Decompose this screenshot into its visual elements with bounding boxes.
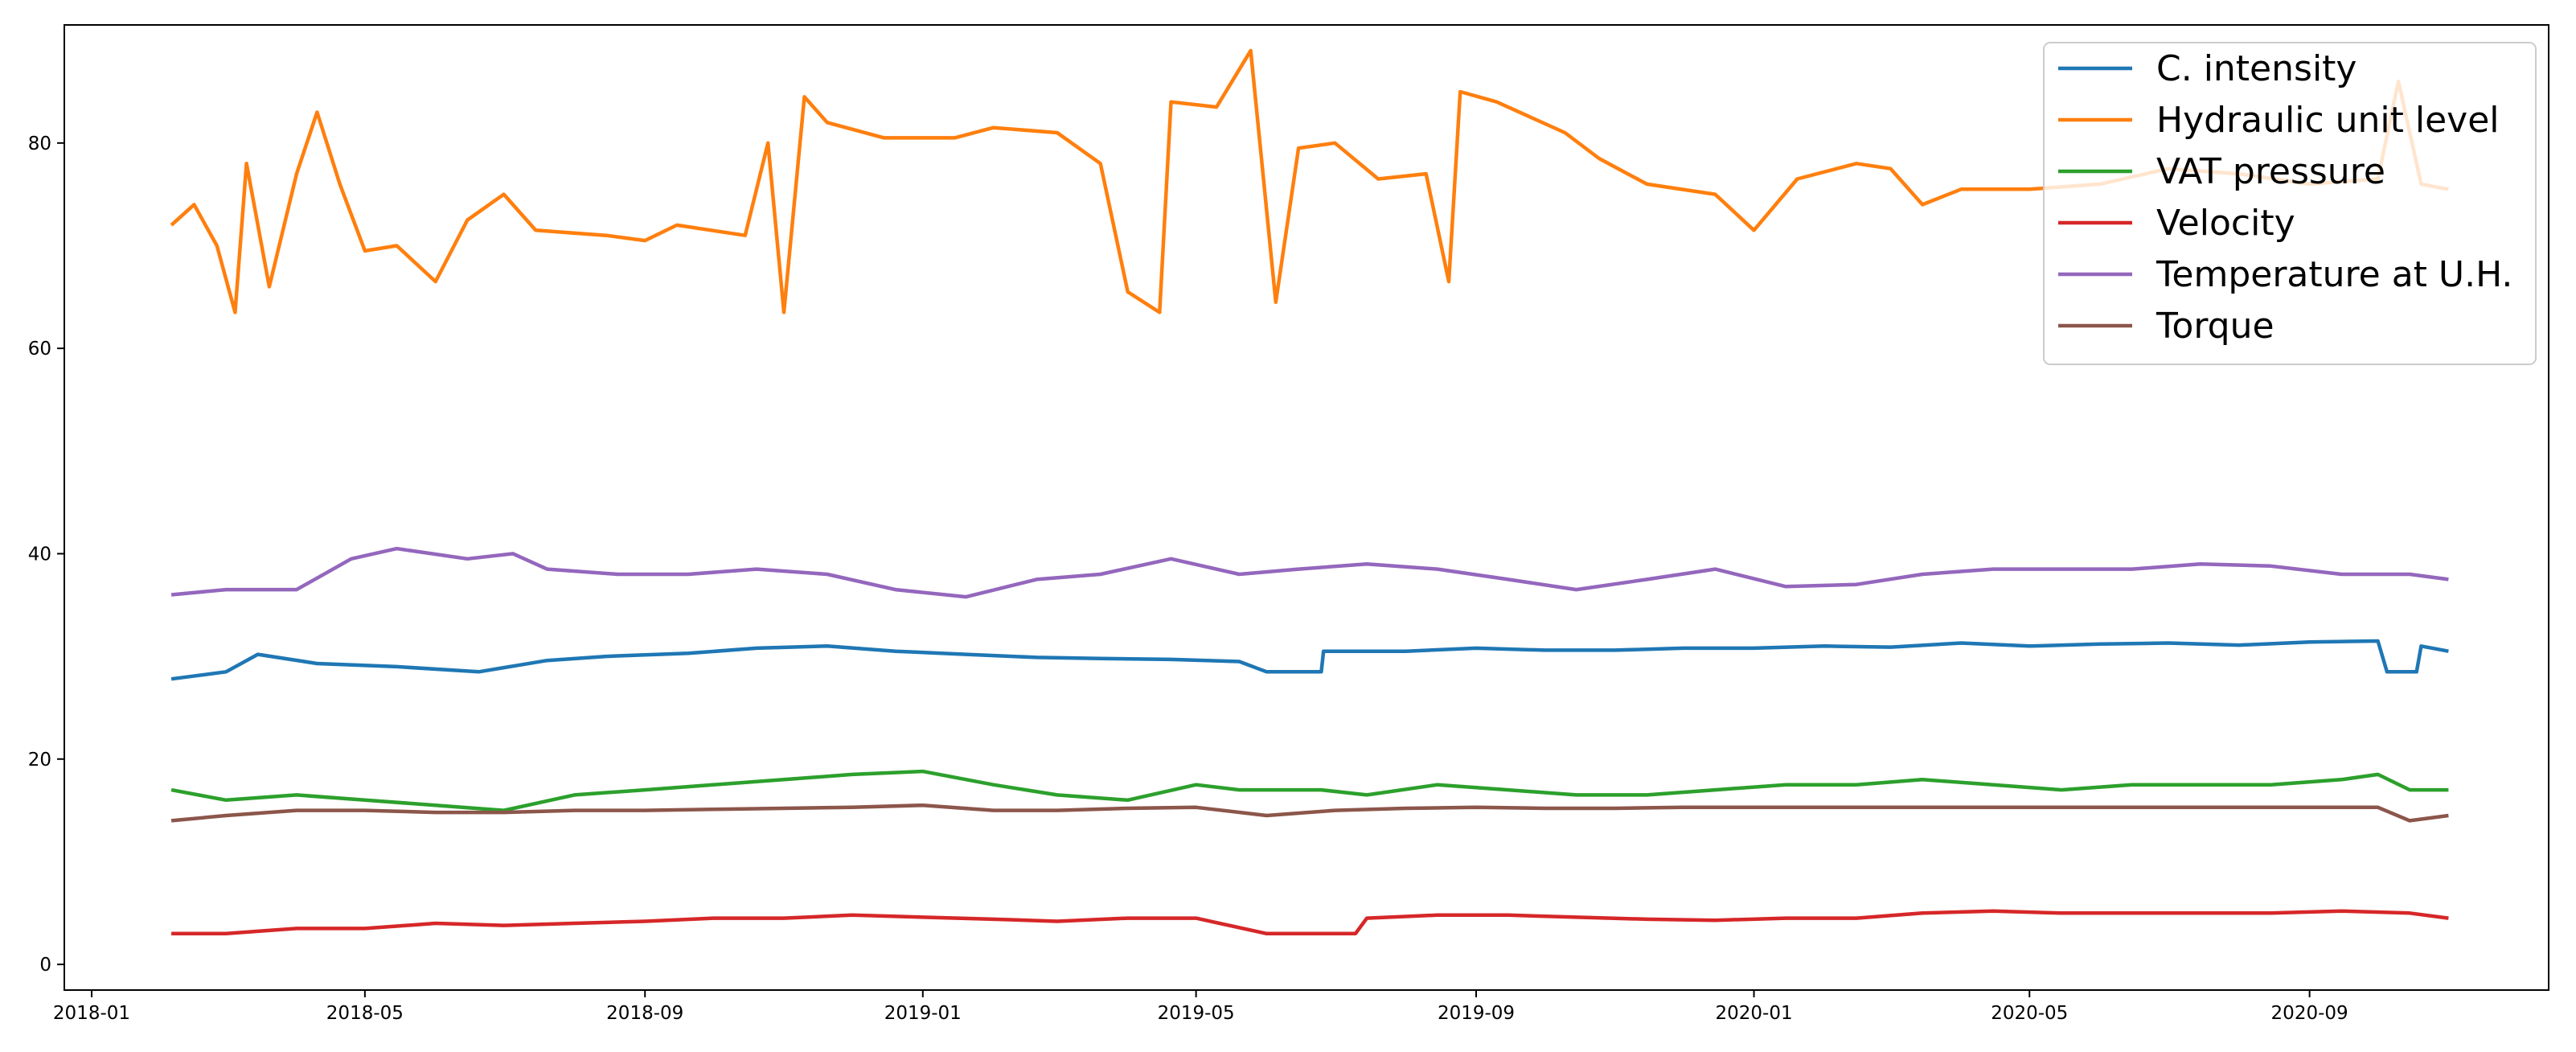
y-tick-label: 60	[28, 339, 51, 360]
x-tick-label: 2019-05	[1158, 1003, 1235, 1024]
legend-label-hydraulic-unit-level: Hydraulic unit level	[2156, 100, 2500, 141]
legend: C. intensity Hydraulic unit level VAT pres…	[2043, 42, 2537, 365]
y-tick-label: 80	[28, 134, 51, 154]
y-tick-label: 0	[39, 955, 51, 976]
x-axis: 2018-01 2018-05 2018-09 2019-01 2019-05 2019-…	[53, 990, 2348, 1024]
legend-label-velocity: Velocity	[2156, 203, 2295, 244]
series-layer	[170, 48, 2449, 936]
y-axis: 0 20 40 60 80	[28, 134, 64, 976]
x-tick-label: 2018-09	[606, 1003, 683, 1024]
series-line-temperature-at-u-h	[170, 546, 2449, 599]
series-line-hydraulic-unit-level	[170, 48, 2449, 314]
plot-frame	[64, 24, 2549, 991]
x-tick-label: 2020-09	[2271, 1003, 2348, 1024]
legend-box	[2043, 42, 2537, 365]
x-tick-label: 2020-01	[1715, 1003, 1792, 1024]
legend-label-torque: Torque	[2156, 306, 2275, 347]
y-tick-label: 40	[28, 544, 51, 565]
y-tick-label: 20	[28, 750, 51, 771]
series-line-torque	[170, 803, 2449, 823]
x-tick-label: 2020-05	[1991, 1003, 2068, 1024]
series-line-vat-pressure	[170, 769, 2449, 812]
x-tick-label: 2019-09	[1438, 1003, 1515, 1024]
x-tick-label: 2019-01	[884, 1003, 962, 1024]
legend-label-temperature-at-u-h: Temperature at U.H.	[2156, 254, 2512, 295]
x-tick-label: 2018-05	[326, 1003, 404, 1024]
series-line-velocity	[171, 909, 2449, 936]
x-tick-label: 2018-01	[53, 1003, 130, 1024]
legend-label-c-intensity: C. intensity	[2156, 48, 2357, 89]
legend-label-vat-pressure: VAT pressure	[2156, 151, 2385, 192]
series-line-c-intensity	[170, 639, 2449, 681]
